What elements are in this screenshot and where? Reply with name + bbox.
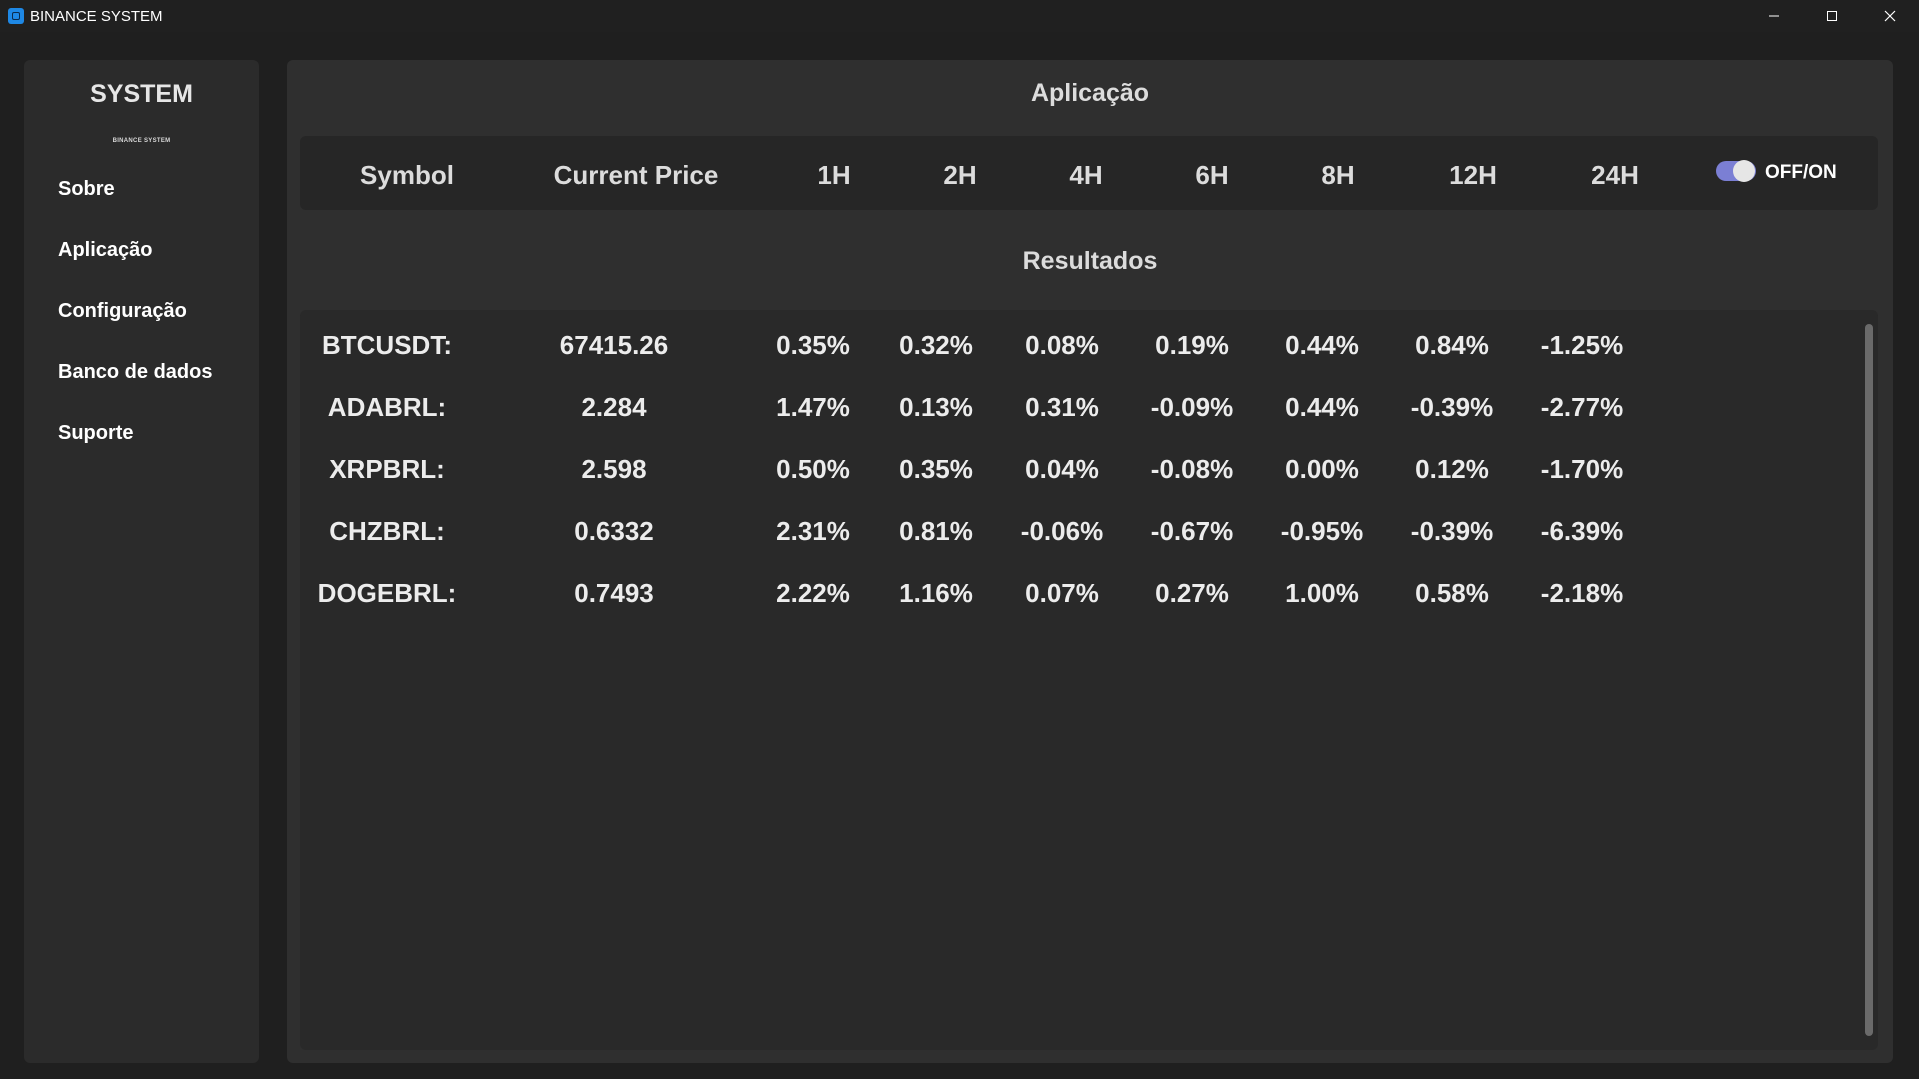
row-symbol: ADABRL: [327, 392, 447, 422]
sidebar-title: SYSTEM [90, 80, 193, 108]
row-change-6h: -0.09% [1150, 392, 1234, 422]
row-change-8h: 1.00% [1285, 578, 1359, 608]
row-symbol: XRPBRL: [329, 454, 445, 484]
row-change-24h: -6.39% [1540, 516, 1624, 546]
table-row: XRPBRL: 2.598 0.50% 0.35% 0.04% -0.08% 0… [300, 454, 1860, 494]
column-header-8h: 8H [1321, 160, 1355, 190]
row-change-8h: 0.44% [1285, 330, 1359, 360]
row-change-24h: -2.77% [1540, 392, 1624, 422]
table-row: BTCUSDT: 67415.26 0.35% 0.32% 0.08% 0.19… [300, 330, 1860, 370]
window-controls [1745, 0, 1919, 32]
off-on-toggle[interactable] [1716, 160, 1756, 182]
minimize-icon [1769, 15, 1779, 17]
sidebar-item-sobre[interactable]: Sobre [58, 178, 115, 200]
table-row: CHZBRL: 0.6332 2.31% 0.81% -0.06% -0.67%… [300, 516, 1860, 556]
table-row: ADABRL: 2.284 1.47% 0.13% 0.31% -0.09% 0… [300, 392, 1860, 432]
row-change-1h: 2.31% [776, 516, 850, 546]
row-change-2h: 1.16% [899, 578, 973, 608]
sidebar-item-banco-de-dados[interactable]: Banco de dados [58, 361, 213, 383]
row-change-4h: 0.04% [1025, 454, 1099, 484]
row-change-24h: -1.70% [1540, 454, 1624, 484]
column-header-symbol: Symbol [360, 160, 454, 190]
row-change-1h: 1.47% [776, 392, 850, 422]
row-change-4h: -0.06% [1020, 516, 1104, 546]
sidebar: SYSTEM BINANCE SYSTEM Sobre Aplicação Co… [24, 60, 259, 1063]
row-symbol: CHZBRL: [329, 516, 445, 546]
row-change-6h: -0.08% [1150, 454, 1234, 484]
table-row: DOGEBRL: 0.7493 2.22% 1.16% 0.07% 0.27% … [300, 578, 1860, 618]
row-change-4h: 0.31% [1025, 392, 1099, 422]
row-symbol: BTCUSDT: [322, 330, 452, 360]
row-price: 0.7493 [574, 578, 654, 608]
row-change-12h: 0.84% [1415, 330, 1489, 360]
sidebar-item-configuracao[interactable]: Configuração [58, 300, 187, 322]
row-change-12h: -0.39% [1410, 392, 1494, 422]
row-change-6h: 0.19% [1155, 330, 1229, 360]
row-change-12h: 0.12% [1415, 454, 1489, 484]
window-title: BINANCE SYSTEM [30, 7, 163, 25]
column-header-bar: Symbol Current Price 1H 2H 4H 6H 8H 12H … [300, 136, 1878, 210]
row-change-24h: -1.25% [1540, 330, 1624, 360]
sidebar-item-suporte[interactable]: Suporte [58, 422, 134, 444]
column-header-6h: 6H [1195, 160, 1229, 190]
row-change-6h: 0.27% [1155, 578, 1229, 608]
title-bar: BINANCE SYSTEM [0, 0, 1919, 32]
column-header-current-price: Current Price [553, 160, 719, 190]
row-change-8h: 0.44% [1285, 392, 1359, 422]
row-change-12h: 0.58% [1415, 578, 1489, 608]
column-header-24h: 24H [1591, 160, 1639, 190]
row-change-1h: 2.22% [776, 578, 850, 608]
maximize-icon [1827, 11, 1837, 21]
results-scrollbar[interactable] [1865, 324, 1873, 1036]
row-change-1h: 0.50% [776, 454, 850, 484]
row-change-2h: 0.13% [899, 392, 973, 422]
main-panel: Aplicação Symbol Current Price 1H 2H 4H … [287, 60, 1893, 1063]
toggle-knob [1733, 160, 1755, 182]
sidebar-item-aplicacao[interactable]: Aplicação [58, 239, 153, 261]
column-header-1h: 1H [817, 160, 851, 190]
row-change-6h: -0.67% [1150, 516, 1234, 546]
page-title: Aplicação [1030, 79, 1150, 107]
results-title: Resultados [1022, 247, 1158, 275]
app-logo-icon [8, 8, 24, 24]
row-price: 67415.26 [559, 330, 669, 360]
row-price: 2.598 [581, 454, 647, 484]
row-change-2h: 0.32% [899, 330, 973, 360]
row-change-2h: 0.35% [899, 454, 973, 484]
row-change-24h: -2.18% [1540, 578, 1624, 608]
column-header-4h: 4H [1069, 160, 1103, 190]
row-change-8h: 0.00% [1285, 454, 1359, 484]
row-change-4h: 0.08% [1025, 330, 1099, 360]
row-symbol: DOGEBRL: [317, 578, 457, 608]
column-header-2h: 2H [943, 160, 977, 190]
maximize-button[interactable] [1803, 0, 1861, 32]
row-change-1h: 0.35% [776, 330, 850, 360]
column-header-12h: 12H [1449, 160, 1497, 190]
row-price: 0.6332 [574, 516, 654, 546]
toggle-label: OFF/ON [1765, 162, 1837, 183]
row-change-8h: -0.95% [1280, 516, 1364, 546]
sidebar-subtitle: BINANCE SYSTEM [112, 138, 171, 144]
close-icon [1884, 10, 1896, 22]
close-button[interactable] [1861, 0, 1919, 32]
row-price: 2.284 [581, 392, 647, 422]
row-change-4h: 0.07% [1025, 578, 1099, 608]
results-list: BTCUSDT: 67415.26 0.35% 0.32% 0.08% 0.19… [300, 310, 1878, 1050]
row-change-2h: 0.81% [899, 516, 973, 546]
row-change-12h: -0.39% [1410, 516, 1494, 546]
minimize-button[interactable] [1745, 0, 1803, 32]
